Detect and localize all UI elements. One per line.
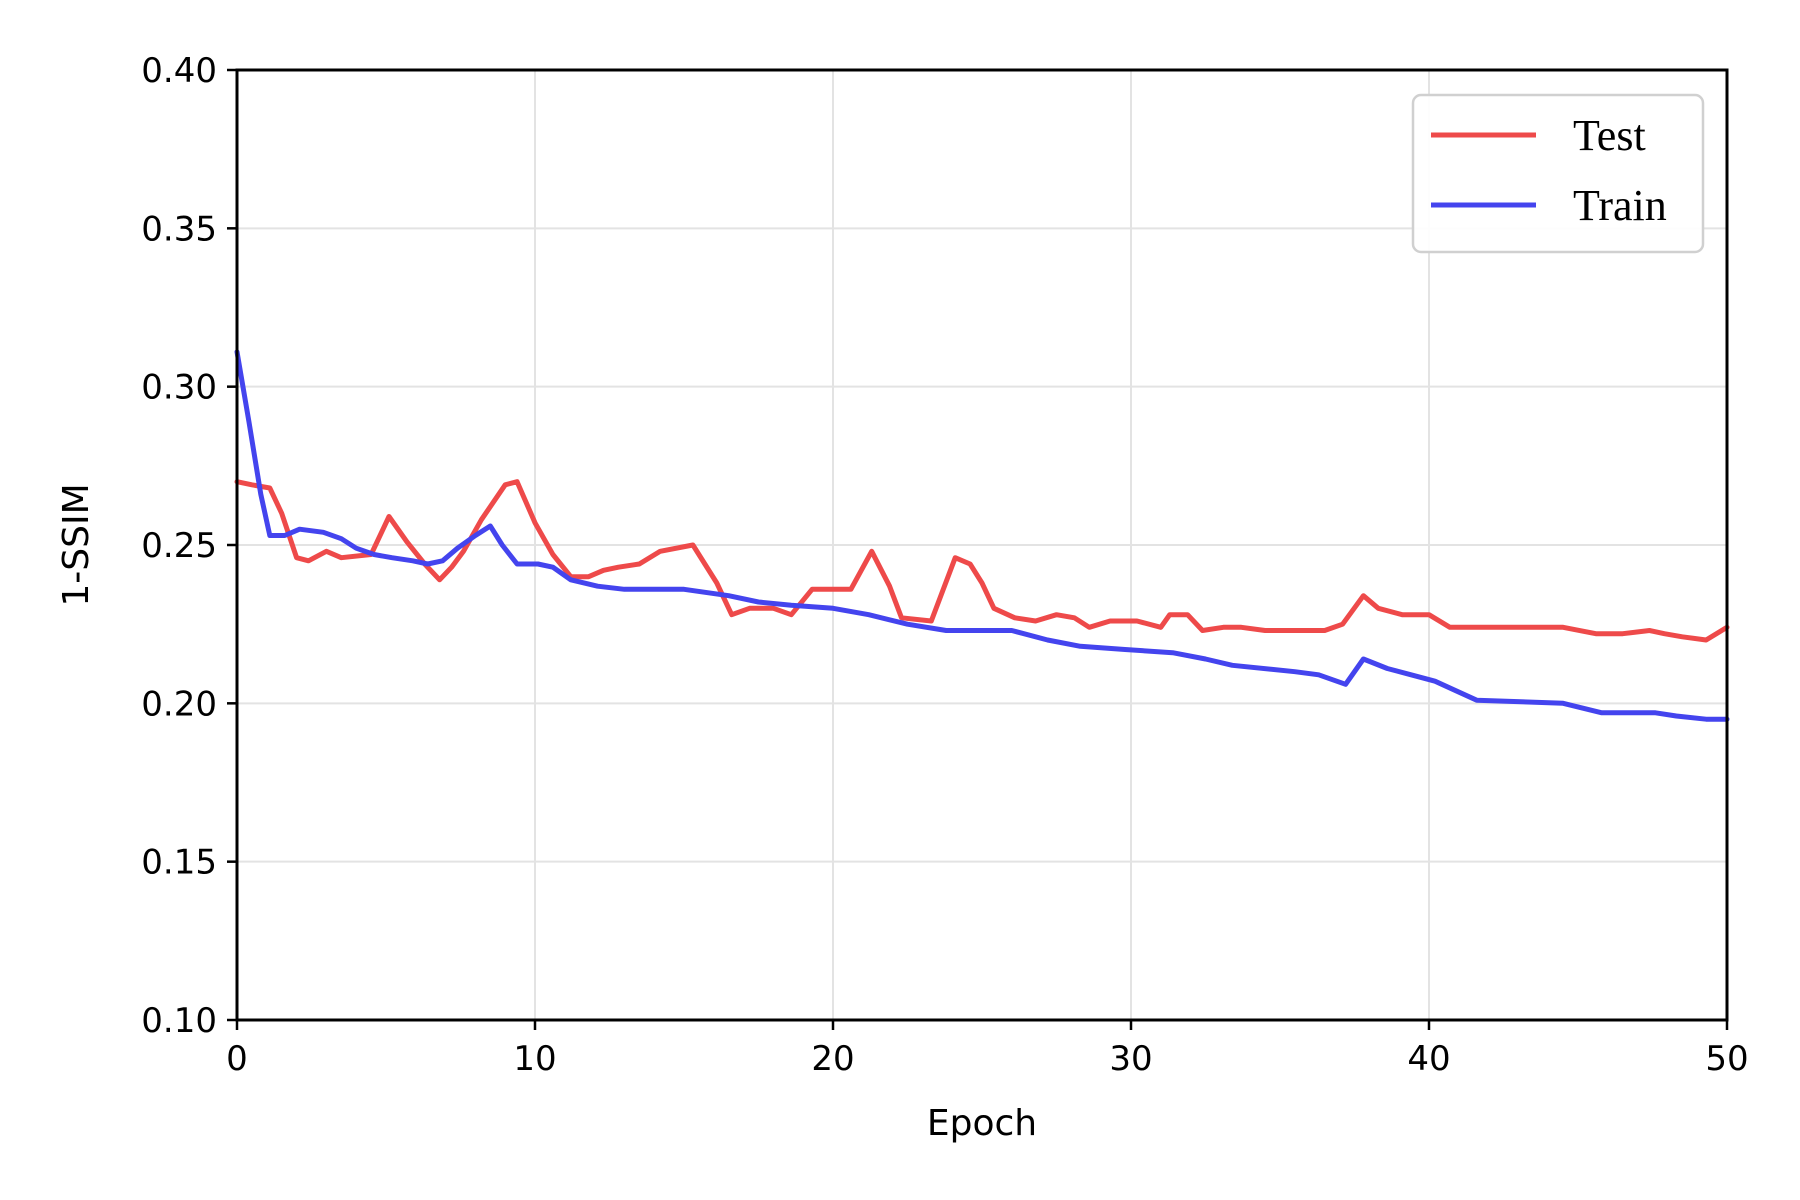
y-tick-label: 0.35 (141, 209, 217, 249)
x-tick-label: 50 (1705, 1039, 1748, 1079)
x-tick-label: 40 (1407, 1039, 1450, 1079)
legend-label-test: Test (1573, 111, 1646, 160)
x-tick-label: 0 (226, 1039, 248, 1079)
x-axis: 0 10 20 30 40 50 (226, 1020, 1749, 1079)
y-tick-label: 0.40 (141, 51, 217, 91)
x-tick-label: 30 (1109, 1039, 1152, 1079)
y-axis-title: 1-SSIM (56, 483, 97, 606)
y-axis: 0.10 0.15 0.20 0.25 0.30 0.35 0.40 (141, 51, 237, 1041)
x-axis-title: Epoch (927, 1103, 1037, 1144)
y-tick-label: 0.25 (141, 526, 217, 566)
series-line-train (234, 349, 1730, 722)
y-tick-label: 0.15 (141, 843, 217, 883)
series-line-test (234, 479, 1730, 643)
y-tick-label: 0.20 (141, 684, 217, 724)
series-lines (234, 349, 1730, 722)
legend-label-train: Train (1573, 181, 1667, 230)
y-tick-label: 0.30 (141, 368, 217, 408)
x-tick-label: 20 (811, 1039, 854, 1079)
legend: Test Train (1411, 93, 1705, 254)
x-tick-label: 10 (513, 1039, 556, 1079)
y-tick-label: 0.10 (141, 1001, 217, 1041)
